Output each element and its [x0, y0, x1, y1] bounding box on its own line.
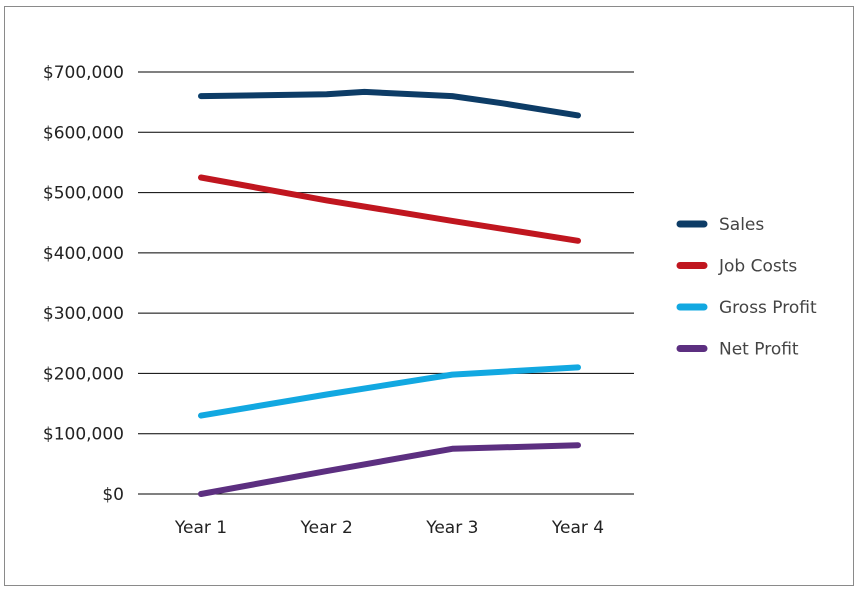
chart-frame [4, 6, 854, 586]
y-tick-label: $600,000 [43, 123, 124, 143]
series-line-net-profit [198, 442, 581, 497]
x-axis-ticks: Year 1 Year 2 Year 3 Year 4 [174, 518, 604, 538]
legend-label-gross-profit: Gross Profit [719, 298, 817, 318]
y-tick-label: $400,000 [43, 244, 124, 264]
legend-label-sales: Sales [719, 215, 764, 235]
series-line-sales [198, 88, 581, 119]
legend: Sales Job Costs Gross Profit Net Profit [676, 215, 817, 360]
series-lines [198, 88, 581, 497]
y-axis-ticks: $0 $100,000 $200,000 $300,000 $400,000 $500,0… [43, 63, 124, 505]
legend-label-net-profit: Net Profit [719, 340, 799, 360]
x-tick-label: Year 4 [551, 518, 604, 538]
y-tick-label: $100,000 [43, 425, 124, 445]
x-tick-label: Year 2 [300, 518, 353, 538]
y-tick-label: $700,000 [43, 63, 124, 83]
series-line-gross-profit [198, 364, 581, 419]
legend-label-job-costs: Job Costs [718, 257, 797, 277]
x-tick-label: Year 1 [174, 518, 227, 538]
series-line-job-costs [198, 174, 581, 244]
y-tick-label: $500,000 [43, 184, 124, 204]
y-tick-label: $300,000 [43, 304, 124, 324]
x-tick-label: Year 3 [425, 518, 478, 538]
y-tick-label: $200,000 [43, 364, 124, 384]
y-tick-label: $0 [102, 485, 124, 505]
gridlines [138, 71, 634, 495]
